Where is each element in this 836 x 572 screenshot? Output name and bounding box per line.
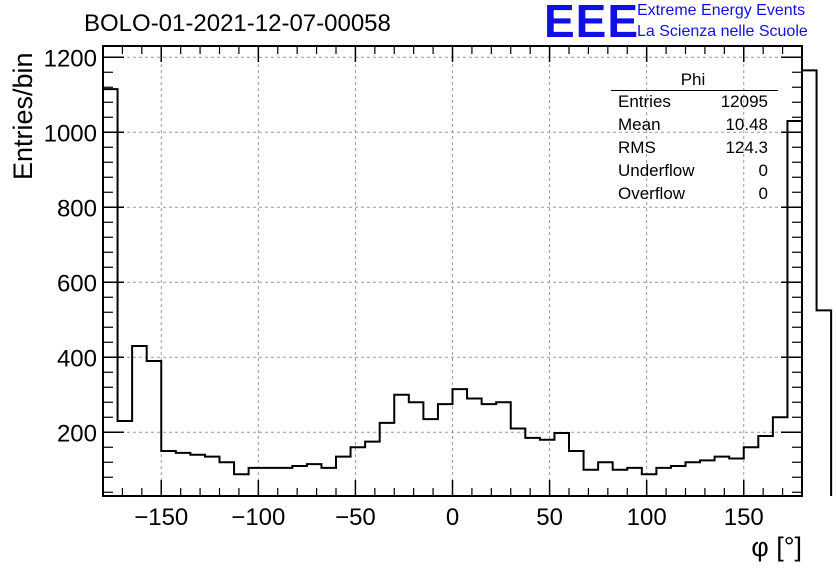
stats-value: 10.48 bbox=[725, 115, 768, 134]
chart-title: BOLO-01-2021-12-07-00058 bbox=[84, 10, 391, 37]
y-tick-label: 400 bbox=[57, 345, 97, 372]
y-axis-label: Entries/bin bbox=[8, 52, 38, 180]
stats-value: 124.3 bbox=[725, 138, 768, 157]
stats-key: RMS bbox=[618, 138, 656, 157]
logo-line-1: Extreme Energy Events bbox=[637, 2, 806, 19]
x-tick-label: −100 bbox=[231, 504, 285, 531]
eee-logo: EEE Extreme Energy Events La Scienza nel… bbox=[540, 0, 836, 47]
x-tick-label: −150 bbox=[134, 504, 188, 531]
logo-line-2: La Scienza nelle Scuole bbox=[637, 23, 808, 40]
stats-box: Phi Entries 12095 Mean 10.48 RMS 124.3 U… bbox=[608, 68, 778, 208]
eee-logo-mark: EEE bbox=[544, 0, 640, 47]
plot-frame bbox=[102, 45, 803, 497]
histogram-line bbox=[102, 69, 833, 496]
stats-title: Phi bbox=[680, 70, 706, 89]
y-tick-label: 1200 bbox=[44, 45, 97, 72]
stats-key: Overflow bbox=[618, 184, 686, 203]
y-tick-label: 600 bbox=[57, 270, 97, 297]
x-tick-label: 100 bbox=[627, 504, 667, 531]
stats-key: Mean bbox=[618, 115, 661, 134]
tick-labels: −150 −100 −50 0 50 100 150 200 400 600 800 1000 1200 bbox=[44, 45, 764, 531]
x-tick-label: −50 bbox=[335, 504, 376, 531]
y-tick-label: 1000 bbox=[44, 120, 97, 147]
stats-value: 0 bbox=[758, 161, 768, 180]
stats-value: 0 bbox=[758, 184, 768, 203]
axis-ticks bbox=[102, 46, 803, 496]
y-tick-label: 200 bbox=[57, 420, 97, 447]
x-axis-label: φ [°] bbox=[751, 532, 802, 562]
stats-key: Entries bbox=[618, 92, 671, 111]
x-tick-label: 150 bbox=[724, 504, 764, 531]
y-tick-label: 800 bbox=[57, 195, 97, 222]
stats-value: 12095 bbox=[720, 92, 768, 111]
x-tick-label: 50 bbox=[536, 504, 563, 531]
stats-divider bbox=[611, 90, 778, 91]
stats-key: Underflow bbox=[618, 161, 695, 180]
x-tick-label: 0 bbox=[446, 504, 459, 531]
